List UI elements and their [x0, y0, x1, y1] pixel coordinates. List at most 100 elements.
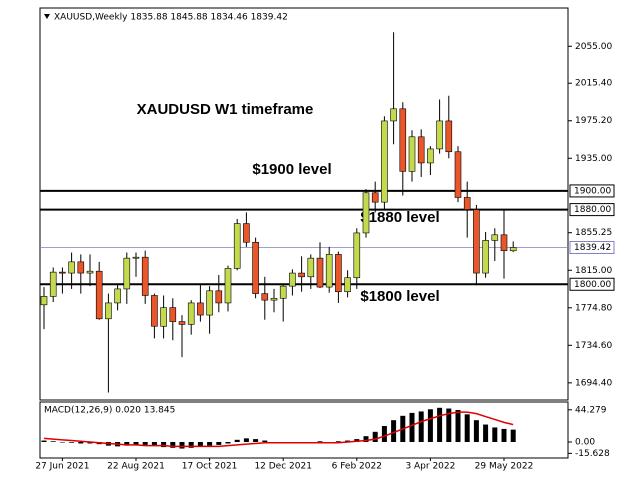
- candle-body: [454, 151, 462, 198]
- candle-body: [509, 247, 517, 252]
- y-tick-label: -15.628: [575, 449, 610, 459]
- candle-body: [160, 307, 167, 327]
- candle-body: [132, 256, 140, 259]
- macd-bar: [243, 438, 249, 442]
- candle-body: [206, 290, 213, 316]
- macd-bar: [225, 442, 231, 444]
- candle-body: [353, 232, 361, 279]
- macd-bar: [188, 442, 194, 448]
- y-tick-label: 1935.00: [575, 154, 612, 164]
- candle-body: [390, 108, 397, 122]
- candle-body: [77, 261, 85, 274]
- macd-bar: [510, 429, 516, 442]
- macd-bar: [133, 442, 139, 445]
- candle-body: [123, 257, 131, 290]
- candle-body: [169, 307, 177, 322]
- x-tick-label: 12 Dec 2021: [254, 462, 312, 472]
- macd-bar: [50, 441, 56, 442]
- macd-bar: [69, 442, 75, 443]
- annotation: $1880 level: [360, 209, 439, 226]
- macd-pane: [39, 401, 569, 459]
- candle-body: [261, 293, 269, 301]
- y-tick-label: 1734.60: [575, 341, 612, 351]
- y-tick-label: 1694.40: [575, 378, 612, 388]
- macd-bar: [372, 431, 378, 442]
- main-pane: [39, 7, 569, 401]
- candle-body: [243, 223, 250, 243]
- macd-bar: [335, 441, 341, 442]
- candle-body: [473, 209, 480, 274]
- candle-body: [59, 271, 66, 274]
- macd-bar: [170, 442, 176, 448]
- x-tick-label: 3 Apr 2022: [405, 462, 455, 472]
- candle-body: [279, 285, 287, 299]
- annotation: $1900 level: [252, 161, 331, 178]
- candle-body: [224, 268, 232, 304]
- candle-body: [40, 296, 48, 306]
- candle-body: [105, 302, 112, 320]
- macd-bar: [317, 441, 323, 442]
- level-label: 1880.00: [574, 205, 611, 215]
- y-tick-label: 1774.80: [575, 303, 612, 313]
- macd-bar: [234, 439, 240, 442]
- x-tick-label: 22 Aug 2021: [107, 462, 165, 472]
- macd-bar: [455, 410, 461, 442]
- symbol-header: XAUUSD,Weekly 1835.88 1845.88 1834.46 18…: [54, 13, 288, 23]
- macd-bar: [464, 414, 470, 442]
- candle-body: [49, 271, 57, 297]
- x-tick-label: 17 Oct 2021: [182, 462, 238, 472]
- candle-body: [252, 241, 259, 294]
- y-tick-label: 0.00: [575, 438, 595, 448]
- macd-bar: [59, 442, 65, 443]
- macd-bar: [207, 442, 213, 446]
- macd-bar: [381, 426, 387, 442]
- y-tick-label: 2055.00: [575, 42, 612, 52]
- macd-bar: [179, 442, 185, 449]
- candle-body: [500, 234, 508, 251]
- candle-body: [270, 297, 278, 301]
- y-tick-label: 44.279: [575, 405, 607, 415]
- candle-body: [141, 256, 149, 296]
- candle-body: [197, 302, 204, 316]
- candle-body: [298, 272, 305, 278]
- candle-body: [307, 257, 315, 278]
- macd-bar: [483, 424, 489, 442]
- macd-bar: [409, 412, 415, 442]
- candle-body: [233, 223, 241, 269]
- macd-bar: [161, 442, 167, 448]
- candle-body: [463, 197, 471, 210]
- macd-bar: [492, 427, 498, 442]
- macd-bar: [427, 409, 433, 442]
- annotation: XAUDUSD W1 timeframe: [137, 101, 314, 118]
- signal-line: [43, 411, 514, 448]
- candle-body: [151, 295, 158, 327]
- macd-bar: [501, 428, 507, 442]
- candle-body: [187, 302, 195, 325]
- candle-body: [215, 290, 223, 304]
- macd-bar: [216, 442, 222, 445]
- candle-body: [381, 120, 388, 203]
- macd-bar: [446, 408, 452, 442]
- candle-body: [178, 321, 186, 325]
- candle-body: [482, 240, 489, 274]
- candle-body: [371, 192, 379, 203]
- macd-bar: [197, 442, 203, 447]
- candle-body: [325, 254, 333, 288]
- menu-arrow[interactable]: [44, 14, 50, 19]
- macd-bar: [391, 420, 397, 442]
- candle-body: [316, 257, 324, 288]
- level-label: 1800.00: [574, 280, 611, 290]
- level-label: 1900.00: [574, 186, 611, 196]
- y-tick-label: 1975.20: [575, 116, 612, 126]
- macd-bar: [262, 440, 268, 442]
- x-tick-label: 6 Feb 2022: [332, 462, 382, 472]
- macd-bar: [41, 440, 47, 442]
- candle-body: [335, 254, 342, 293]
- candle-body: [289, 272, 296, 287]
- level-label-box: [569, 277, 615, 291]
- candle-body: [399, 108, 407, 172]
- candle-body: [362, 192, 370, 234]
- y-tick-label: 1815.00: [575, 266, 612, 276]
- candle-body: [68, 261, 75, 274]
